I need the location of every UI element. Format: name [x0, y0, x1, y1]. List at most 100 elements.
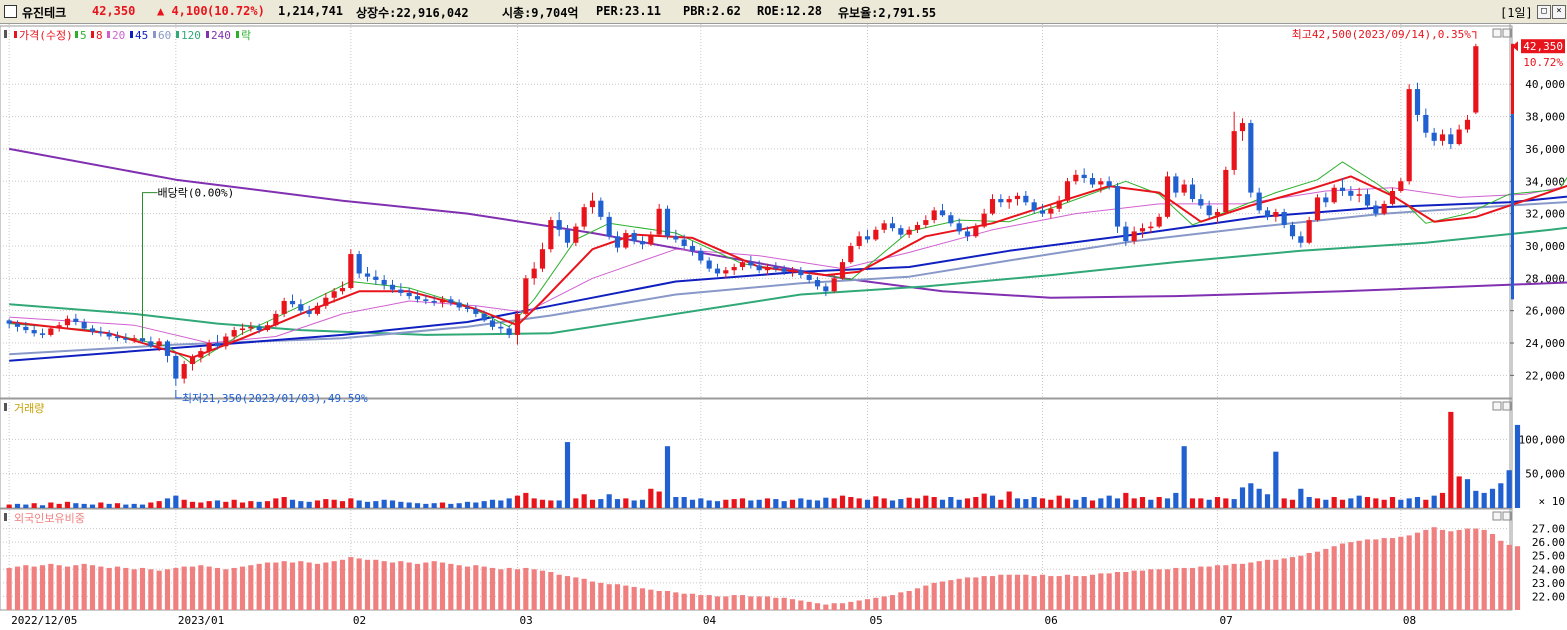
foreign-bar [856, 600, 862, 610]
dividend-annotation: 배당락(0.00%) [158, 187, 235, 200]
foreign-bar [923, 585, 929, 610]
candle-body [1098, 181, 1104, 185]
volume-bar [914, 498, 921, 508]
candle-body [1173, 176, 1179, 193]
price-tick-label: 34,000 [1525, 175, 1565, 188]
candle-body [181, 364, 187, 379]
volume-bar [1473, 490, 1479, 508]
foreign-bar [581, 578, 587, 610]
volume-bar [1439, 492, 1446, 508]
volume-bar [164, 498, 171, 508]
candle-body [356, 254, 362, 274]
foreign-bar [1048, 576, 1054, 610]
foreign-bar [898, 592, 904, 610]
candle-body [1023, 195, 1029, 203]
foreign-bar [1439, 529, 1446, 610]
foreign-bar [23, 565, 29, 610]
range-strip-up [1511, 43, 1514, 115]
volume-bar [114, 503, 121, 508]
volume-bar [1206, 499, 1212, 508]
close-icon[interactable]: × [1552, 5, 1566, 19]
volume-bar [398, 501, 404, 508]
ma240-line [9, 147, 1567, 299]
candle-body [331, 291, 337, 298]
volume-bar [1273, 451, 1279, 508]
candle-body [1339, 187, 1346, 191]
volume-bar [1323, 499, 1329, 508]
checkbox-icon[interactable] [4, 5, 17, 18]
roe-value: ROE:12.28 [757, 4, 823, 18]
candle-body [298, 304, 304, 311]
foreign-bar [223, 569, 229, 610]
legend-label: 20 [112, 29, 125, 42]
volume-bar [673, 497, 679, 508]
foreign-bar [831, 603, 837, 610]
legend-swatch [206, 31, 209, 38]
foreign-bar [1314, 551, 1321, 610]
volume-bar [1381, 499, 1387, 508]
candle-body [264, 325, 271, 331]
volume-legend-label: 거래량 [14, 402, 44, 415]
candle-body [573, 226, 579, 243]
price-tick-label: 22,000 [1525, 369, 1565, 382]
volume-bar [898, 499, 904, 508]
foreign-bar [681, 593, 687, 610]
legend-swatch [130, 31, 133, 38]
panel-handle-icon [4, 403, 7, 411]
foreign-bar [706, 595, 712, 610]
foreign-bar [464, 566, 471, 610]
volume-bar [906, 497, 912, 508]
volume-bar [731, 499, 737, 508]
volume-bar [756, 499, 762, 508]
volume-bar [1464, 479, 1471, 508]
candle-body [898, 228, 904, 235]
candle-body [564, 229, 571, 243]
volume-bar [773, 499, 779, 508]
foreign-bar [531, 569, 537, 610]
volume-bar [139, 504, 146, 508]
volume-bar [198, 502, 204, 508]
period-selector[interactable]: [1일] [1500, 6, 1533, 20]
foreign-bar [339, 559, 346, 610]
candle-body [839, 262, 846, 279]
market-cap: 시총:9,704억 [502, 6, 579, 20]
foreign-bar [1373, 539, 1379, 610]
volume-bar [1498, 483, 1504, 508]
foreign-bar [1498, 540, 1504, 610]
volume-bar [598, 499, 604, 508]
stock-name[interactable]: 유진테크 [22, 6, 67, 20]
legend-swatch [153, 31, 156, 38]
foreign-bar [39, 565, 46, 610]
candle-body [1248, 123, 1254, 193]
volume-tick-label: 100,000 [1519, 433, 1565, 446]
foreign-bar [1298, 555, 1304, 610]
foreign-bar [164, 569, 171, 610]
foreign-bar [1423, 529, 1429, 610]
candle-body [473, 309, 479, 314]
candle-body [239, 328, 246, 331]
foreign-bar [1131, 570, 1137, 610]
volume-bar [56, 503, 62, 508]
maximize-icon[interactable]: □ [1537, 5, 1551, 19]
price-change-pct: (10.72%) [207, 4, 265, 18]
volume-bar [131, 503, 137, 508]
foreign-bar [1223, 565, 1229, 610]
candle-body [173, 355, 179, 379]
candle-body [1056, 200, 1062, 209]
volume-bar [1281, 498, 1287, 508]
volume-bar [1214, 497, 1221, 508]
candle-body [131, 338, 137, 340]
foreign-bar [289, 562, 296, 610]
volume-bar [656, 491, 662, 508]
candle-body [1206, 205, 1212, 216]
candle-body [1048, 208, 1054, 214]
foreign-bar [1148, 569, 1154, 610]
foreign-bar [1331, 546, 1337, 610]
foreign-bar [1039, 574, 1046, 610]
high-price-annotation: 최고42,500(2023/09/14),0.35% [1292, 28, 1472, 41]
foreign-bar [73, 565, 79, 610]
candle-body [1423, 114, 1429, 133]
price-tick-label: 40,000 [1525, 78, 1565, 91]
candle-body [1389, 190, 1396, 204]
volume-bar [873, 496, 879, 508]
